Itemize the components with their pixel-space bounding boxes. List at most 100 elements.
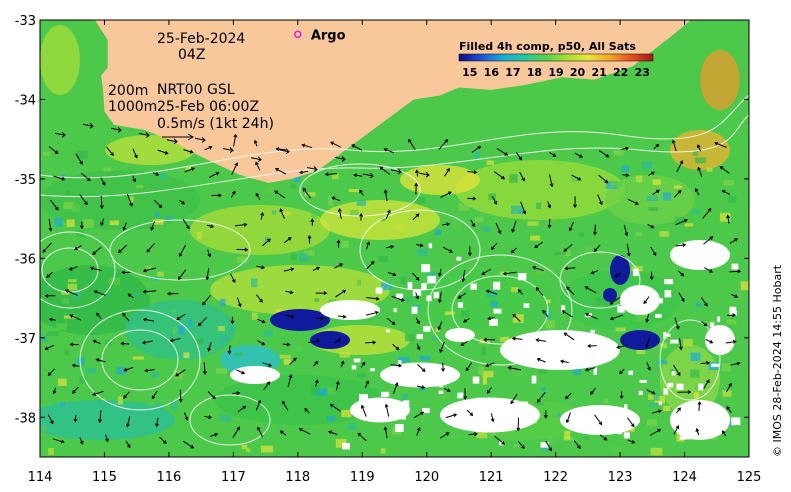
sst-pixel — [76, 230, 85, 237]
missing-pixel — [531, 375, 537, 384]
current-arrow — [150, 221, 155, 231]
current-arrow — [652, 189, 660, 196]
y-tick-label: -38 — [15, 411, 36, 426]
sst-pixel — [706, 167, 713, 172]
current-arrow — [351, 144, 363, 151]
current-arrow — [211, 193, 222, 198]
date-label: 25-Feb-2024 — [157, 31, 245, 47]
current-arrow — [703, 236, 714, 245]
current-arrow — [599, 434, 608, 441]
sst-pixel — [66, 219, 75, 227]
current-arrow — [468, 432, 478, 437]
sst-pixel — [660, 343, 668, 349]
x-tick-label: 114 — [28, 470, 53, 485]
y-tick-label: -34 — [15, 93, 36, 108]
current-arrow — [74, 245, 82, 251]
sst-pixel — [170, 401, 178, 411]
current-arrow — [152, 172, 160, 176]
current-arrow — [159, 436, 167, 444]
current-arrow — [64, 289, 78, 296]
current-arrow — [519, 171, 525, 182]
current-arrow — [123, 366, 134, 372]
sst-pixel — [647, 419, 657, 426]
current-arrow — [178, 244, 187, 257]
missing-pixel — [358, 394, 368, 402]
contour-line — [101, 329, 179, 391]
current-arrow — [141, 340, 153, 345]
missing-pixel — [710, 363, 720, 367]
legend-tick-label: 16 — [484, 66, 500, 79]
sst-pixel — [649, 402, 659, 407]
missing-pixel — [493, 308, 502, 314]
sst-pixel — [183, 352, 190, 359]
sst-pixel — [227, 324, 236, 332]
missing-pixel — [489, 318, 498, 326]
missing-pixel — [492, 281, 501, 290]
missing-data — [230, 366, 280, 384]
sst-pixel — [479, 338, 491, 344]
sst-pixel — [241, 444, 248, 450]
current-arrow — [729, 269, 742, 274]
sst-pixel — [486, 160, 495, 165]
current-arrow — [507, 365, 521, 371]
sst-pixel — [530, 235, 540, 241]
current-arrow — [132, 148, 138, 159]
legend-tick-label: 21 — [591, 66, 606, 79]
missing-pixel — [663, 331, 667, 339]
current-arrow — [722, 430, 727, 437]
current-arrow — [232, 426, 240, 438]
current-arrow — [485, 362, 495, 368]
missing-pixel — [517, 273, 527, 281]
current-arrow — [549, 174, 554, 188]
missing-pixel — [470, 401, 480, 410]
sst-pixel — [481, 346, 486, 356]
sst-pixel — [219, 414, 231, 422]
current-arrow — [697, 401, 702, 411]
current-arrow — [564, 392, 572, 400]
missing-data — [670, 240, 730, 270]
current-arrow — [535, 286, 544, 296]
sst-pixel — [737, 292, 744, 300]
sst-pixel — [452, 435, 459, 439]
current-arrow — [467, 170, 478, 175]
sst-pixel — [304, 192, 316, 197]
sst-pixel — [416, 197, 426, 204]
current-arrow — [260, 211, 265, 220]
current-arrow — [236, 247, 249, 252]
missing-pixel — [439, 380, 444, 388]
current-arrow — [491, 196, 498, 205]
sst-pixel — [279, 354, 291, 359]
missing-pixel — [590, 329, 595, 334]
sst-patch — [105, 135, 195, 165]
current-arrow — [313, 360, 319, 367]
plot-area — [40, 20, 749, 457]
current-arrow — [415, 292, 419, 300]
sst-pixel — [571, 176, 578, 182]
sst-pixel — [555, 252, 566, 256]
current-arrow — [470, 219, 475, 228]
missing-pixel — [667, 382, 674, 388]
current-arrow — [416, 385, 426, 390]
missing-pixel — [561, 305, 566, 313]
x-tick-label: 121 — [479, 470, 504, 485]
missing-pixel — [372, 416, 378, 422]
sst-pixel — [635, 313, 648, 323]
current-arrow — [209, 432, 219, 437]
current-arrow — [460, 341, 468, 346]
current-arrow — [517, 440, 525, 449]
cold-patch — [270, 309, 330, 331]
cold-patch — [603, 288, 617, 302]
current-arrow — [483, 337, 496, 342]
contour-line — [559, 251, 641, 309]
current-arrow — [79, 221, 84, 230]
current-arrow — [324, 172, 338, 177]
credit-label: © IMOS 28-Feb-2024 14:55 Hobart — [771, 264, 784, 457]
current-arrow — [619, 391, 624, 400]
shelf-contour — [40, 114, 749, 198]
sst-pixel — [60, 402, 65, 407]
missing-pixel — [342, 442, 350, 450]
sst-pixel — [584, 436, 590, 441]
missing-pixel — [403, 400, 410, 408]
current-arrow — [255, 192, 261, 200]
missing-pixel — [386, 329, 390, 333]
